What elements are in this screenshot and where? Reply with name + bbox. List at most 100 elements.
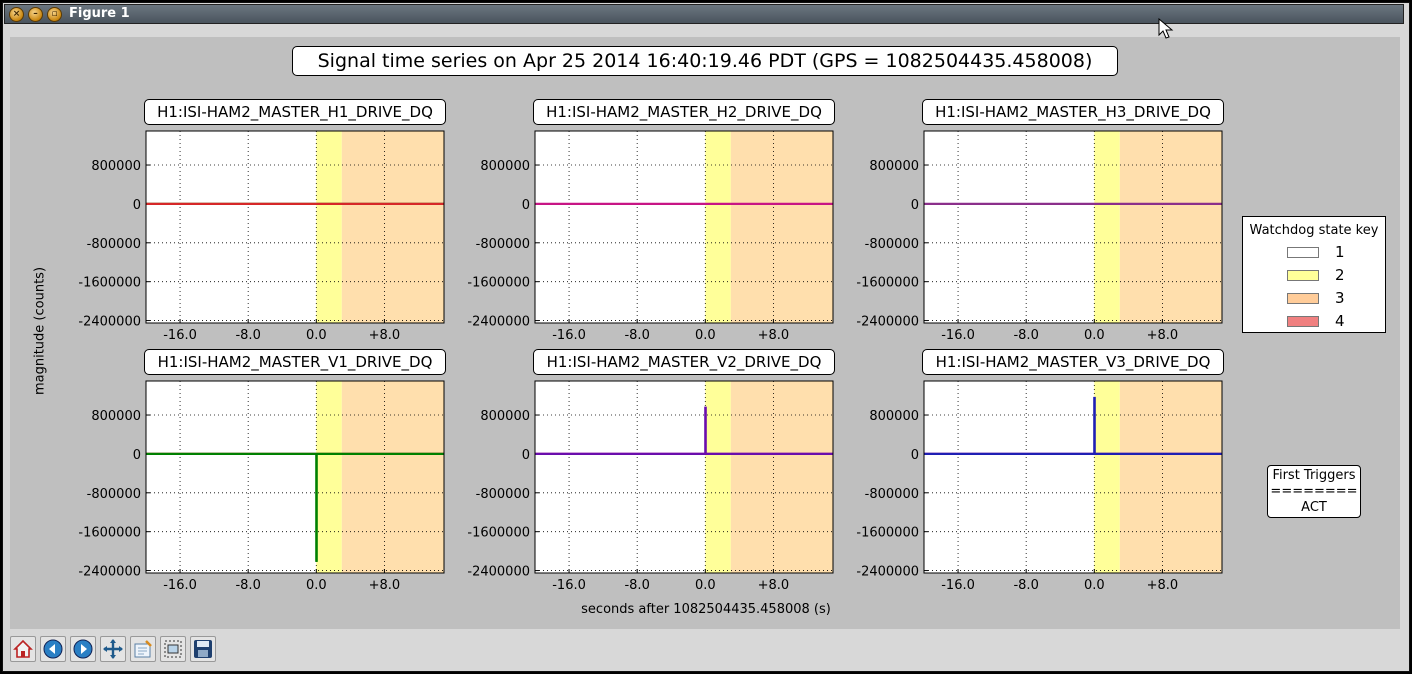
first-triggers-separator: ======== (1270, 484, 1358, 499)
y-tick-label: -800000 (865, 237, 919, 252)
minimize-window-icon[interactable]: – (28, 7, 43, 22)
window-title: Figure 1 (69, 6, 130, 21)
x-tick-label: +8.0 (1147, 578, 1179, 593)
x-tick-label: -16.0 (163, 578, 197, 593)
state-band (705, 381, 731, 573)
back-arrow-icon[interactable] (40, 636, 66, 662)
y-tick-label: -2400000 (856, 315, 919, 330)
state-band (1094, 131, 1120, 323)
subplot-title: H1:ISI-HAM2_MASTER_H3_DRIVE_DQ (922, 99, 1224, 125)
legend-label: 2 (1335, 266, 1345, 284)
y-tick-label: 0 (522, 198, 530, 213)
state-band (730, 381, 833, 573)
state-band (705, 131, 731, 323)
y-tick-label: 0 (911, 448, 919, 463)
state-band (1094, 381, 1120, 573)
x-tick-label: 0.0 (695, 328, 716, 343)
x-tick-label: +8.0 (758, 578, 790, 593)
pan-icon[interactable] (100, 636, 126, 662)
y-tick-label: 800000 (480, 159, 530, 174)
zoom-rect-icon[interactable] (160, 636, 186, 662)
state-band (341, 131, 444, 323)
x-tick-label: -16.0 (941, 328, 975, 343)
legend-swatch (1287, 247, 1319, 258)
y-tick-label: -1600000 (856, 526, 919, 541)
y-tick-label: -2400000 (78, 565, 141, 580)
state-band (341, 381, 444, 573)
plot-frame (534, 380, 834, 574)
series-line (924, 396, 1222, 455)
x-tick-label: 0.0 (1084, 578, 1105, 593)
legend-swatch (1287, 293, 1319, 304)
legend-label: 1 (1335, 243, 1345, 261)
y-tick-label: 0 (522, 448, 530, 463)
y-tick-label: 800000 (480, 409, 530, 424)
state-band (316, 131, 342, 323)
y-tick-label: 0 (911, 198, 919, 213)
x-tick-label: -16.0 (163, 328, 197, 343)
x-tick-label: 0.0 (1084, 328, 1105, 343)
x-tick-label: +8.0 (758, 328, 790, 343)
legend-label: 3 (1335, 289, 1345, 307)
y-tick-label: -2400000 (467, 565, 530, 580)
y-tick-label: 0 (133, 448, 141, 463)
subplot-title: H1:ISI-HAM2_MASTER_V2_DRIVE_DQ (533, 349, 835, 375)
x-tick-label: -8.0 (1013, 578, 1038, 593)
y-tick-label: -800000 (87, 487, 141, 502)
legend-title: Watchdog state key (1249, 223, 1379, 238)
y-tick-label: 800000 (91, 159, 141, 174)
state-band (316, 381, 342, 573)
x-tick-label: -16.0 (941, 578, 975, 593)
y-tick-label: 800000 (91, 409, 141, 424)
legend-swatch (1287, 270, 1319, 281)
x-tick-label: -8.0 (235, 328, 260, 343)
first-triggers-box: First Triggers ======== ACT (1267, 465, 1361, 518)
first-triggers-title: First Triggers (1272, 468, 1356, 483)
x-tick-label: -8.0 (624, 328, 649, 343)
x-tick-label: -16.0 (552, 578, 586, 593)
y-tick-label: -800000 (865, 487, 919, 502)
x-tick-label: +8.0 (369, 578, 401, 593)
home-icon[interactable] (10, 636, 36, 662)
series-line (535, 406, 833, 455)
forward-arrow-icon[interactable] (70, 636, 96, 662)
y-tick-label: -2400000 (78, 315, 141, 330)
state-band (1119, 381, 1222, 573)
x-tick-label: +8.0 (1147, 328, 1179, 343)
x-tick-label: -8.0 (1013, 328, 1038, 343)
y-tick-label: -800000 (476, 487, 530, 502)
y-tick-label: -1600000 (856, 276, 919, 291)
y-tick-label: -1600000 (467, 276, 530, 291)
x-tick-label: 0.0 (695, 578, 716, 593)
x-tick-label: 0.0 (306, 578, 327, 593)
save-icon[interactable] (190, 636, 216, 662)
plot-frame (923, 130, 1223, 324)
x-tick-label: 0.0 (306, 328, 327, 343)
legend-swatch (1287, 316, 1319, 327)
close-window-icon[interactable]: × (9, 7, 24, 22)
y-axis-label: magnitude (counts) (32, 266, 48, 396)
plot-frame (923, 380, 1223, 574)
title-bar[interactable]: × – ▫ Figure 1 (4, 4, 1404, 24)
subplot-title: H1:ISI-HAM2_MASTER_V1_DRIVE_DQ (144, 349, 446, 375)
y-tick-label: -1600000 (78, 276, 141, 291)
y-tick-label: -800000 (87, 237, 141, 252)
mouse-cursor-icon (1158, 18, 1174, 39)
y-tick-label: -2400000 (856, 565, 919, 580)
y-tick-label: -800000 (476, 237, 530, 252)
y-tick-label: -2400000 (467, 315, 530, 330)
state-band (1119, 131, 1222, 323)
configure-icon[interactable] (130, 636, 156, 662)
x-tick-label: +8.0 (369, 328, 401, 343)
watchdog-legend: Watchdog state key 1 2 3 4 (1242, 216, 1386, 333)
subplot-title: H1:ISI-HAM2_MASTER_H1_DRIVE_DQ (144, 99, 446, 125)
plot-frame (145, 380, 445, 574)
series-line (146, 452, 444, 562)
figure-title: Signal time series on Apr 25 2014 16:40:… (292, 46, 1118, 76)
first-triggers-value: ACT (1301, 500, 1327, 515)
state-band (730, 131, 833, 323)
maximize-window-icon[interactable]: ▫ (47, 7, 62, 22)
y-tick-label: 0 (133, 198, 141, 213)
y-tick-label: -1600000 (467, 526, 530, 541)
